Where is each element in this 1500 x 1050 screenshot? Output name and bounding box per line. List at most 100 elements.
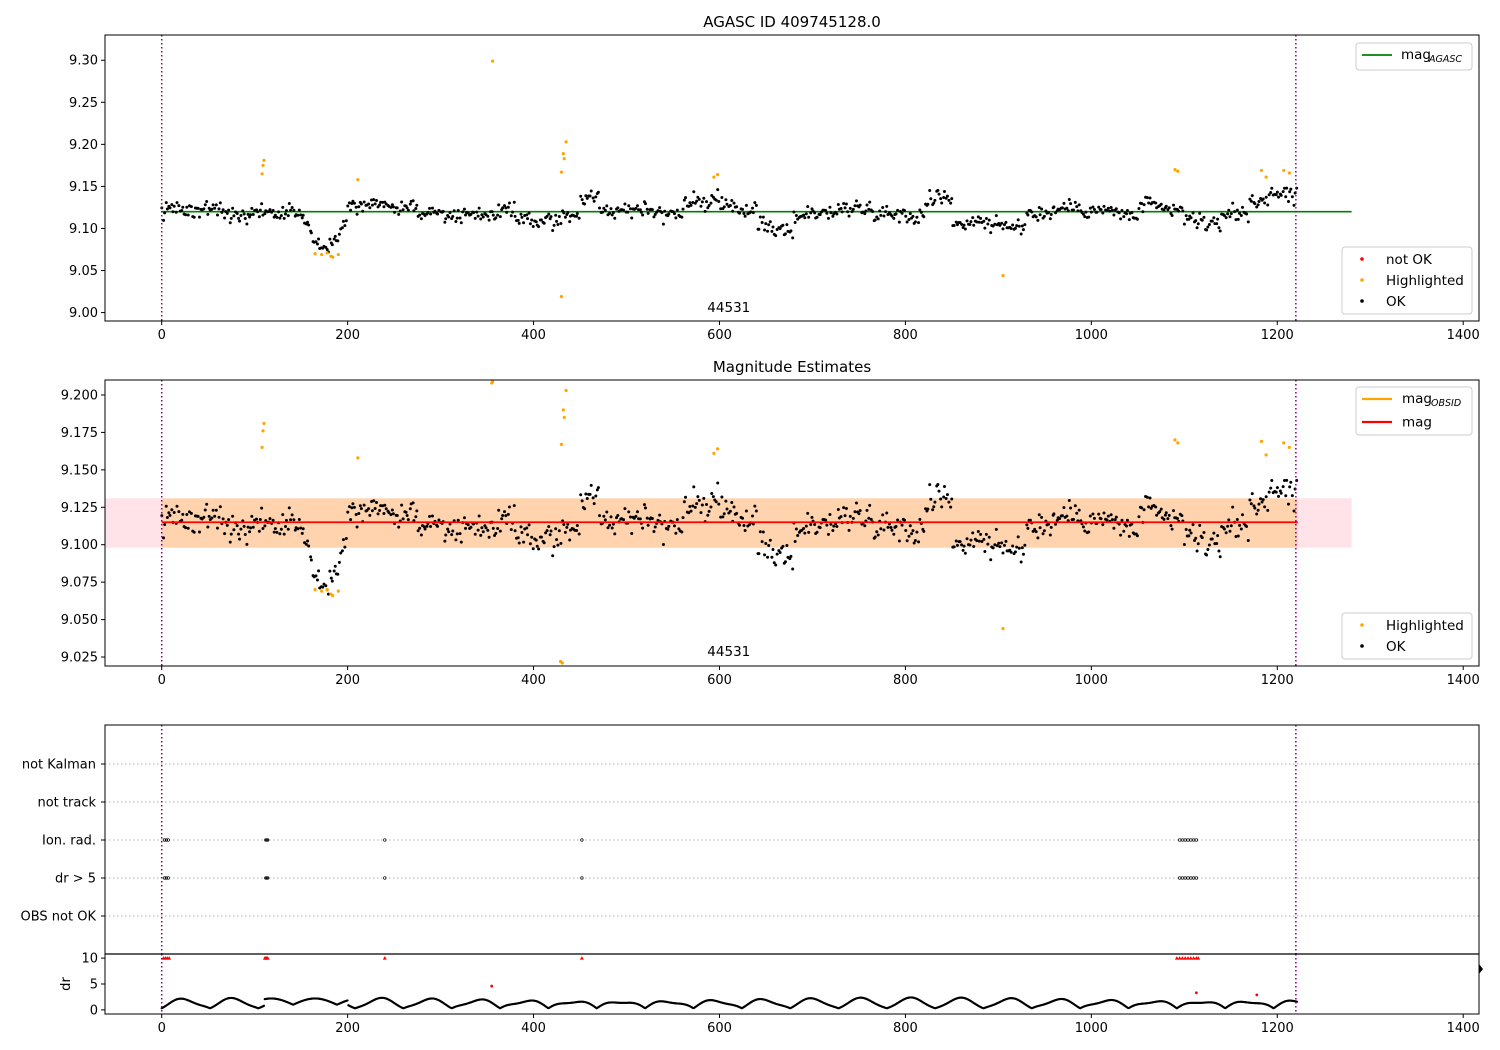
ok-point (1281, 485, 1285, 489)
ok-point (653, 525, 657, 529)
ok-point (732, 505, 736, 509)
ok-point (1279, 491, 1283, 495)
ok-point (667, 212, 671, 216)
ok-point (354, 205, 358, 209)
ok-point (783, 232, 787, 236)
ok-point (706, 206, 710, 210)
ok-point (1102, 511, 1106, 515)
ok-point (900, 523, 904, 527)
ok-point (610, 213, 614, 217)
ok-point (192, 530, 196, 534)
ok-point (384, 507, 388, 511)
ok-point (1286, 199, 1290, 203)
ok-point (1101, 211, 1105, 215)
ok-point (245, 222, 249, 226)
flag-point (162, 876, 167, 880)
ok-point (1083, 529, 1087, 533)
ok-point (737, 523, 741, 527)
ok-point (250, 514, 254, 518)
ok-point (464, 213, 468, 217)
ok-point (328, 569, 332, 573)
ok-point (344, 536, 348, 540)
ok-point (603, 518, 607, 522)
ok-point (414, 515, 418, 519)
ok-point (609, 515, 613, 519)
ok-point (658, 206, 662, 210)
ok-point (1227, 518, 1231, 522)
ok-point (611, 211, 615, 215)
ok-point (623, 507, 627, 511)
ok-point (977, 539, 981, 543)
ok-point (918, 208, 922, 212)
ok-point (165, 515, 169, 519)
ok-point (257, 529, 261, 533)
ok-point (1135, 217, 1139, 221)
ok-point (1229, 212, 1233, 216)
dr-outlier-point (1194, 991, 1198, 995)
ok-point (735, 205, 739, 209)
ok-point (751, 206, 755, 210)
ok-point (1137, 207, 1141, 211)
ok-point (464, 526, 468, 530)
ok-point (1033, 527, 1037, 531)
ok-point (502, 204, 506, 208)
ok-point (184, 526, 188, 530)
ok-point (1015, 224, 1019, 228)
ok-point (961, 225, 965, 229)
ok-point (1187, 534, 1191, 538)
ok-point (542, 221, 546, 225)
ok-point (1274, 193, 1278, 197)
ok-point (333, 234, 337, 238)
ok-point (1141, 210, 1145, 214)
dr-clipped-marker (1188, 956, 1193, 960)
ok-point (600, 210, 604, 214)
ok-point (231, 514, 235, 518)
ok-point (1234, 218, 1238, 222)
ok-point (1046, 522, 1050, 526)
ok-point (415, 509, 419, 513)
ok-point (554, 213, 558, 217)
ok-point (1034, 215, 1038, 219)
ok-point (751, 522, 755, 526)
ok-point (894, 212, 898, 216)
ok-point (583, 202, 587, 206)
ok-point (1067, 499, 1071, 503)
ok-point (293, 528, 297, 532)
ok-point (608, 211, 612, 215)
ok-point (272, 530, 276, 534)
ok-point (730, 199, 734, 203)
ok-point (299, 526, 303, 530)
ok-point (411, 501, 415, 505)
panel-flags: OBS not OK dr > 5 Ion. rad. not track not Ka… (21, 724, 1480, 955)
ok-point (217, 515, 221, 519)
ok-point (1036, 218, 1040, 222)
ok-point (626, 210, 630, 214)
ok-point (917, 221, 921, 225)
ok-point (1016, 218, 1020, 222)
ok-point (737, 211, 741, 215)
ok-point (1065, 514, 1069, 518)
ok-point (522, 221, 526, 225)
ok-point (372, 198, 376, 202)
dr-ytick-label: 10 (81, 952, 98, 967)
ok-point (781, 544, 785, 548)
ok-point (301, 527, 305, 531)
ok-point (1065, 206, 1069, 210)
ok-point (389, 513, 393, 517)
ok-point (575, 211, 579, 215)
ok-point (771, 548, 775, 552)
ok-point (461, 210, 465, 214)
ok-point (742, 524, 746, 528)
ok-point (585, 497, 589, 501)
ok-point (848, 514, 852, 518)
ok-point (423, 527, 427, 531)
ok-point (1231, 505, 1235, 509)
ok-point (389, 205, 393, 209)
ok-point (1255, 205, 1259, 209)
ok-point (851, 516, 855, 520)
dr-clipped-marker (1174, 956, 1179, 960)
ok-point (876, 533, 880, 537)
ok-point (1215, 222, 1219, 226)
ok-point (162, 536, 166, 540)
